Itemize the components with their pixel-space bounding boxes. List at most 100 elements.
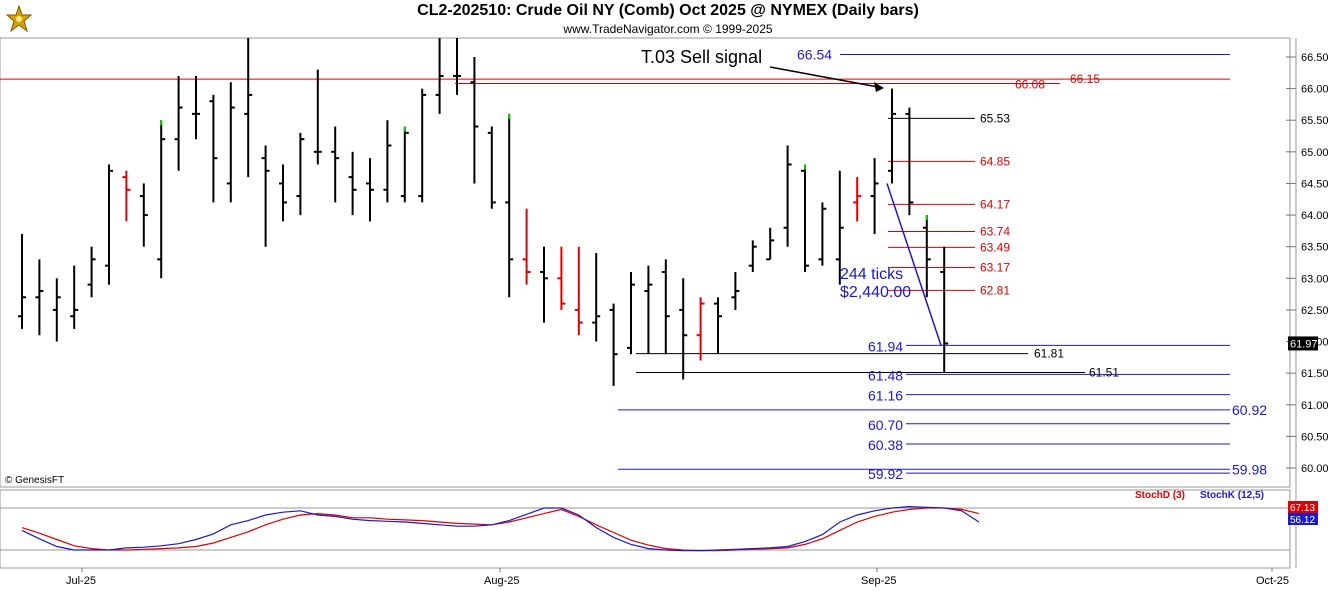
y-tick-label: 64.00 [1301, 210, 1329, 222]
measure-line [886, 183, 942, 346]
ohlc-bar [748, 240, 757, 272]
signal-label: T.03 Sell signal [641, 47, 762, 67]
blue-level-label: 59.98 [1232, 461, 1267, 477]
red-level-label: 63.49 [980, 240, 1010, 254]
black-level-label: 65.53 [980, 111, 1010, 125]
blue-level-label: 61.48 [868, 367, 903, 383]
ohlc-bar [348, 151, 357, 216]
stochd-value-box [1288, 501, 1318, 513]
ohlc-bar [279, 164, 287, 222]
ohlc-bar [853, 177, 862, 222]
stochd-legend: StochD (3) [1135, 490, 1185, 501]
chart-subtitle: www.TradeNavigator.com © 1999-2025 [563, 22, 773, 36]
stochk-line [21, 505, 980, 552]
y-tick-label: 66.50 [1301, 52, 1329, 64]
genesis-logo-icon [3, 3, 35, 35]
ohlc-bar [383, 120, 392, 203]
ohlc-bar [696, 297, 705, 361]
ohlc-bar [453, 38, 461, 95]
y-tick-label: 60.00 [1301, 463, 1329, 475]
ohlc-bar [192, 75, 200, 140]
red-level-label: 64.17 [980, 197, 1010, 211]
x-tick-label: Jul-25 [66, 575, 96, 587]
ohlc-bar [940, 246, 949, 374]
ohlc-bar [35, 259, 44, 336]
ohlc-bar [331, 126, 340, 203]
ohlc-bar [505, 113, 514, 298]
price-panel-frame [0, 37, 1291, 488]
ohlc-bar [122, 170, 131, 222]
ohlc-bar [226, 82, 235, 203]
y-tick-label: 65.00 [1301, 147, 1329, 159]
y-tick-label: 61.50 [1301, 368, 1329, 380]
y-tick-label: 64.50 [1301, 178, 1329, 190]
price-axis: 66.50 66.00 65.50 65.00 64.50 64.00 63.50 63.00… [1286, 52, 1329, 475]
y-tick-label: 63.50 [1301, 242, 1329, 254]
ohlc-bar [418, 88, 427, 203]
red-level-label: 66.15 [1070, 72, 1100, 86]
black-level-label: 61.81 [1034, 347, 1064, 361]
red-level-label: 63.74 [980, 225, 1010, 239]
ohlc-bar [592, 253, 601, 342]
ohlc-bar [731, 271, 740, 310]
y-tick-label: 62.50 [1301, 305, 1329, 317]
ohlc-bar [818, 202, 827, 266]
ohlc-bar [557, 246, 566, 310]
blue-level-label: 61.16 [868, 388, 903, 404]
x-tick-label: Aug-25 [484, 575, 519, 587]
x-tick-label: Sep-25 [861, 575, 896, 587]
ticks-label: 244 ticks [840, 266, 903, 283]
ohlc-bar [470, 56, 479, 184]
x-tick-label: Oct-25 [1256, 575, 1289, 587]
watermark: © GenesisFT [5, 475, 64, 486]
ohlc-bar [522, 208, 531, 285]
ohlc-bar [105, 164, 113, 285]
ohlc-bar [870, 158, 879, 235]
blue-level-label: 66.54 [797, 46, 832, 62]
stochd-value: 67.13 [1290, 503, 1315, 514]
blue-level-label: 60.70 [868, 417, 903, 433]
ohlc-bar [296, 132, 305, 216]
red-level-label: 62.81 [980, 283, 1010, 297]
blue-level-label: 60.38 [868, 437, 903, 453]
red-level-label: 63.17 [980, 261, 1010, 275]
dollars-label: $2,440.00 [840, 284, 911, 301]
ohlc-bar [435, 38, 444, 114]
ohlc-bar [261, 145, 270, 247]
ohlc-bar [644, 265, 653, 355]
stochd-line [21, 507, 980, 552]
y-tick-label: 63.00 [1301, 273, 1329, 285]
stoch-panel-frame [0, 489, 1291, 569]
stochk-value: 56.12 [1290, 515, 1315, 526]
ohlc-bar [783, 145, 792, 247]
y-tick-label: 61.00 [1301, 400, 1329, 412]
last-price-label: 61.97 [1290, 338, 1318, 350]
ohlc-bar [52, 278, 61, 342]
ohlc-bar [627, 271, 635, 355]
ohlc-bar [766, 227, 775, 261]
ohlc-bars [18, 38, 949, 386]
ohlc-bar [157, 120, 166, 279]
ohlc-bar [905, 107, 914, 216]
ohlc-bar [487, 126, 496, 209]
ohlc-bar [922, 215, 931, 298]
ohlc-bar [679, 278, 688, 380]
blue-level-label: 59.92 [868, 466, 903, 482]
ohlc-bar [70, 265, 79, 329]
y-tick-label: 65.50 [1301, 115, 1329, 127]
chart-title: CL2-202510: Crude Oil NY (Comb) Oct 2025… [417, 2, 919, 19]
signal-arrow [769, 66, 879, 88]
chart-header: CL2-202510: Crude Oil NY (Comb) Oct 2025… [0, 0, 1336, 38]
blue-level-label: 61.94 [868, 338, 903, 354]
ohlc-bar [209, 94, 218, 203]
red-level-label: 64.85 [980, 154, 1010, 168]
signal-arrowhead [874, 82, 884, 92]
ohlc-bar [87, 246, 96, 298]
ohlc-bar [244, 38, 253, 178]
y-tick-label: 60.50 [1301, 431, 1329, 443]
stochk-value-box [1288, 513, 1318, 525]
ohlc-bar [540, 246, 548, 323]
